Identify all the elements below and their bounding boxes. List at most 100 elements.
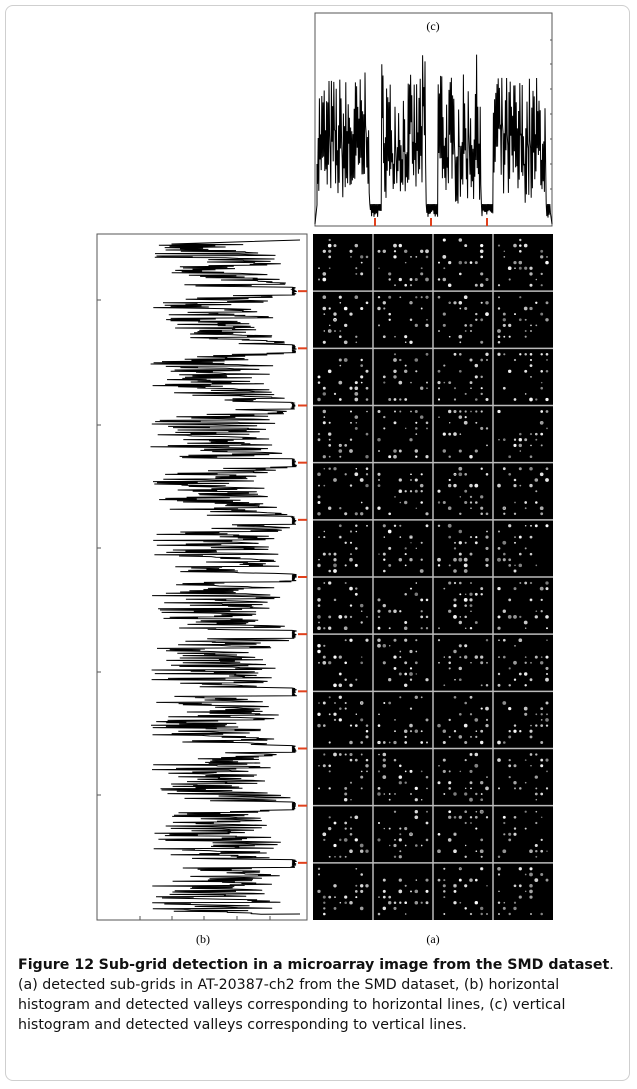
spot (404, 335, 408, 339)
spot (393, 843, 397, 848)
spot (459, 496, 462, 498)
spot (393, 398, 397, 401)
spot (323, 313, 326, 315)
spot (497, 547, 501, 550)
spot (448, 260, 452, 265)
spot (514, 787, 516, 790)
spot (529, 272, 533, 276)
spot (377, 626, 381, 630)
spot (464, 855, 467, 858)
spot (498, 296, 500, 299)
spot (398, 781, 402, 785)
spot (529, 466, 533, 471)
spot (497, 740, 501, 745)
spot (458, 666, 462, 671)
spot (360, 621, 363, 624)
spot (377, 787, 381, 790)
spot (480, 740, 484, 745)
spot (507, 615, 512, 619)
spot (388, 844, 391, 847)
spot (343, 626, 348, 631)
spot (540, 255, 544, 259)
spot (393, 454, 397, 459)
spot (459, 593, 462, 596)
spot (404, 341, 407, 344)
spot (469, 454, 473, 459)
spot (529, 397, 533, 402)
spot (442, 312, 446, 316)
spot (470, 610, 472, 612)
spot (323, 838, 326, 842)
spot (323, 250, 326, 253)
spot (318, 764, 320, 767)
spot (464, 392, 467, 395)
spot (519, 244, 522, 247)
spot (323, 467, 326, 470)
spot (360, 261, 363, 264)
spot (404, 547, 407, 550)
spot (394, 335, 396, 338)
spot (459, 581, 462, 585)
spot (393, 666, 397, 670)
spot (438, 627, 440, 630)
spot (459, 512, 462, 516)
spot (448, 410, 451, 413)
spot (365, 849, 369, 853)
spot (474, 763, 479, 768)
spot (475, 410, 478, 413)
spot (453, 581, 457, 585)
spot (545, 260, 549, 265)
spot (365, 398, 369, 401)
spot (394, 370, 396, 373)
spot (415, 547, 418, 550)
spot (497, 335, 501, 339)
spot (328, 581, 332, 585)
spot (469, 878, 473, 882)
spot (360, 787, 363, 790)
spot (485, 535, 489, 539)
spot (514, 313, 516, 316)
spot (530, 324, 532, 327)
spot (409, 707, 413, 710)
spot (414, 358, 419, 362)
spot (383, 701, 386, 705)
spot (382, 552, 386, 556)
spot (469, 626, 473, 630)
spot (328, 307, 331, 310)
spot (508, 730, 511, 733)
spot (463, 295, 468, 300)
spot (508, 598, 512, 602)
spot (514, 564, 516, 567)
spot (377, 643, 381, 648)
spot (383, 558, 386, 561)
spot (458, 644, 462, 648)
spot (480, 867, 483, 870)
spot (475, 536, 478, 539)
spot (540, 410, 544, 413)
spot (502, 386, 506, 390)
spot (442, 729, 447, 733)
spot (365, 467, 369, 470)
spot (529, 552, 533, 556)
spot (475, 318, 478, 322)
spot (453, 695, 457, 699)
spot (349, 615, 353, 619)
spot (448, 432, 452, 436)
spot (502, 655, 506, 659)
panel-label: (b) (196, 932, 210, 946)
spot (323, 484, 326, 487)
spot (539, 472, 544, 477)
spot (448, 735, 451, 738)
spot (404, 661, 408, 665)
figure: (c) (b) (a) (96, 12, 553, 946)
spot (360, 775, 364, 779)
spot (530, 765, 532, 767)
spot (546, 359, 548, 361)
spot (333, 312, 337, 316)
spot (464, 627, 467, 629)
spot (383, 381, 386, 384)
spot (443, 656, 446, 658)
spot (393, 524, 397, 528)
spot (322, 409, 327, 414)
spot (475, 810, 478, 813)
